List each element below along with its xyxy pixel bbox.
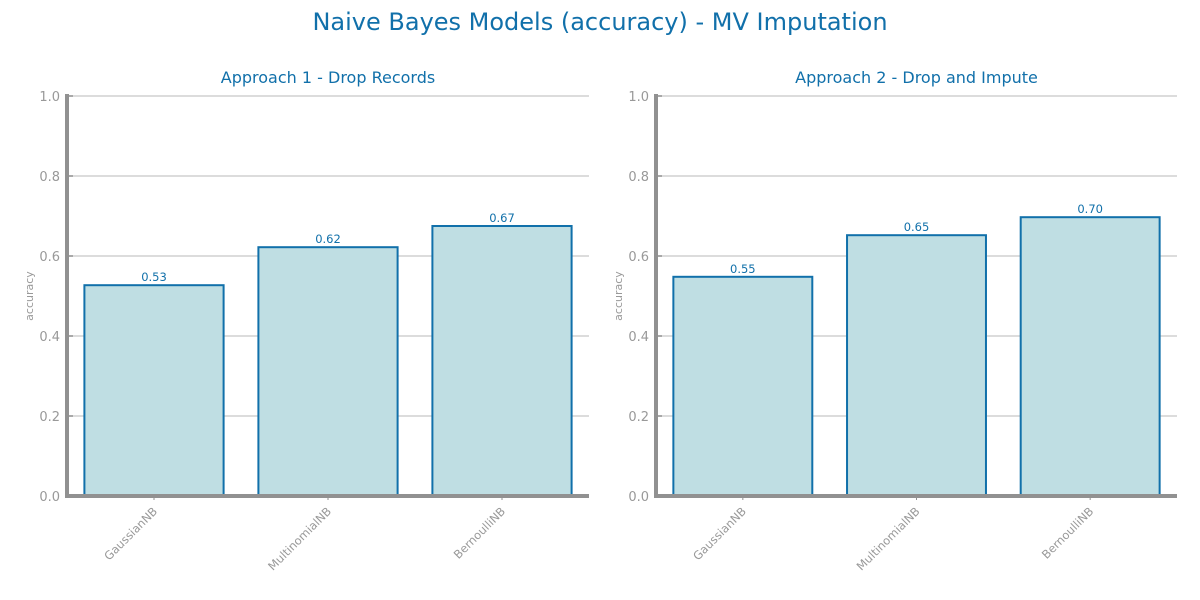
y-tick-label: 0.4 bbox=[39, 330, 60, 345]
y-tick-label: 0.8 bbox=[39, 170, 60, 185]
x-tick-label: MultinomialNB bbox=[854, 504, 923, 573]
y-tick-label: 1.0 bbox=[628, 90, 649, 105]
x-tick-label: BernoulliNB bbox=[1039, 504, 1096, 561]
y-tick-label: 0.6 bbox=[39, 250, 60, 265]
bar-multinomialnb bbox=[257, 246, 399, 497]
y-tick-label: 0.6 bbox=[628, 250, 649, 265]
bar-multinomialnb bbox=[846, 234, 987, 497]
y-tick-label: 1.0 bbox=[39, 90, 60, 105]
bar-value-label: 0.65 bbox=[904, 220, 930, 234]
bar-value-label: 0.55 bbox=[730, 262, 756, 276]
x-tick-label: MultinomialNB bbox=[265, 504, 334, 573]
bar-gaussiannb bbox=[672, 275, 814, 497]
y-tick-label: 0.0 bbox=[628, 490, 649, 505]
bar-bernoullinb bbox=[1019, 216, 1161, 497]
x-tick-label: BernoulliNB bbox=[451, 504, 508, 561]
y-tick-label: 0.8 bbox=[628, 170, 649, 185]
y-axis-label: accuracy bbox=[23, 271, 36, 321]
bar-bernoullinb bbox=[431, 225, 573, 497]
x-tick-label: GaussianNB bbox=[690, 504, 749, 563]
chart-2-title: Approach 2 - Drop and Impute bbox=[795, 68, 1038, 87]
y-tick-label: 0.2 bbox=[39, 410, 60, 425]
y-tick-label: 0.2 bbox=[628, 410, 649, 425]
bar-value-label: 0.67 bbox=[489, 211, 515, 225]
y-axis-label: accuracy bbox=[612, 271, 625, 321]
bar-value-label: 0.62 bbox=[315, 232, 341, 246]
figure-title: Naive Bayes Models (accuracy) - MV Imput… bbox=[312, 8, 888, 36]
x-tick-label: GaussianNB bbox=[101, 504, 160, 563]
y-tick-label: 0.4 bbox=[628, 330, 649, 345]
bar-value-label: 0.53 bbox=[141, 270, 167, 284]
y-tick-label: 0.0 bbox=[39, 490, 60, 505]
bar-value-label: 0.70 bbox=[1077, 202, 1103, 216]
chart-1-title: Approach 1 - Drop Records bbox=[221, 68, 435, 87]
bar-gaussiannb bbox=[83, 284, 225, 498]
